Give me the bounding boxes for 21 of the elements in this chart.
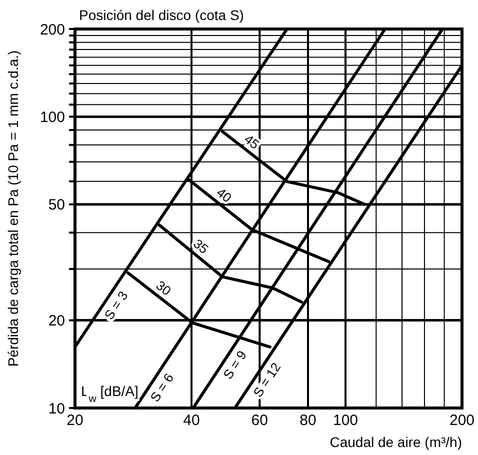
- text: S = 3: [101, 288, 131, 322]
- y-tick-label: 10: [48, 400, 65, 418]
- text: S = 6: [147, 370, 177, 405]
- x-tick-label: 60: [251, 412, 268, 429]
- y-tick-label: 20: [48, 312, 65, 330]
- x-tick-label: 100: [332, 412, 358, 429]
- text: 35: [190, 236, 212, 257]
- x-tick-label: 20: [66, 412, 84, 429]
- x-axis-title: Caudal de aire (m³/h): [330, 434, 462, 450]
- x-tick-label: 40: [183, 412, 200, 429]
- y-tick-label: 200: [40, 21, 65, 38]
- y-axis-title: Pérdida de carga total en Pa (10 Pa = 1 mm c.d.a.): [5, 50, 21, 367]
- y-tick-label: 50: [48, 196, 65, 214]
- x-tick-label: 80: [300, 412, 316, 429]
- text: S = 9: [220, 348, 250, 382]
- chart-title: Posición del disco (cota S): [79, 7, 244, 23]
- text: 45: [241, 131, 262, 152]
- text: 40: [214, 184, 235, 206]
- y-tick-label: 100: [40, 108, 65, 126]
- x-tick-label: 200: [449, 412, 475, 429]
- text: 30: [153, 278, 174, 298]
